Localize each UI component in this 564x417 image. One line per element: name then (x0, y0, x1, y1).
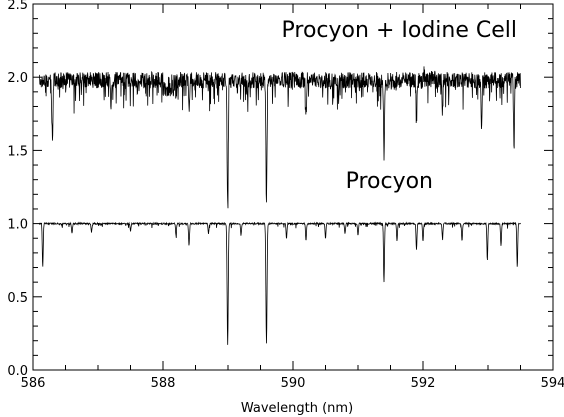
y-tick-label: 1.5 (7, 144, 28, 159)
spectrum-line-procyon (39, 221, 521, 345)
y-tick-label: 0.5 (7, 291, 28, 306)
x-tick-label: 588 (151, 376, 176, 391)
annotation-iodine: Procyon + Iodine Cell (282, 18, 517, 43)
annotation-procyon: Procyon (346, 169, 433, 194)
x-tick-label: 590 (281, 376, 306, 391)
x-tick-label: 586 (21, 376, 46, 391)
plot-frame (32, 3, 554, 371)
series-layer (39, 66, 521, 345)
y-tick-label: 2.0 (7, 71, 28, 86)
spectrum-line-procyon-iodine (39, 66, 521, 209)
y-tick-label: 1.0 (7, 218, 28, 233)
y-tick-label: 2.5 (7, 0, 28, 13)
x-tick-label: 594 (541, 376, 564, 391)
ticks-layer: 586 588 590 592 594 0.0 0.5 1.0 1.5 2.0 2.5 (7, 0, 564, 391)
x-axis-title: Wavelength (nm) (241, 401, 353, 416)
x-tick-label: 592 (411, 376, 436, 391)
y-tick-label: 0.0 (7, 364, 28, 379)
